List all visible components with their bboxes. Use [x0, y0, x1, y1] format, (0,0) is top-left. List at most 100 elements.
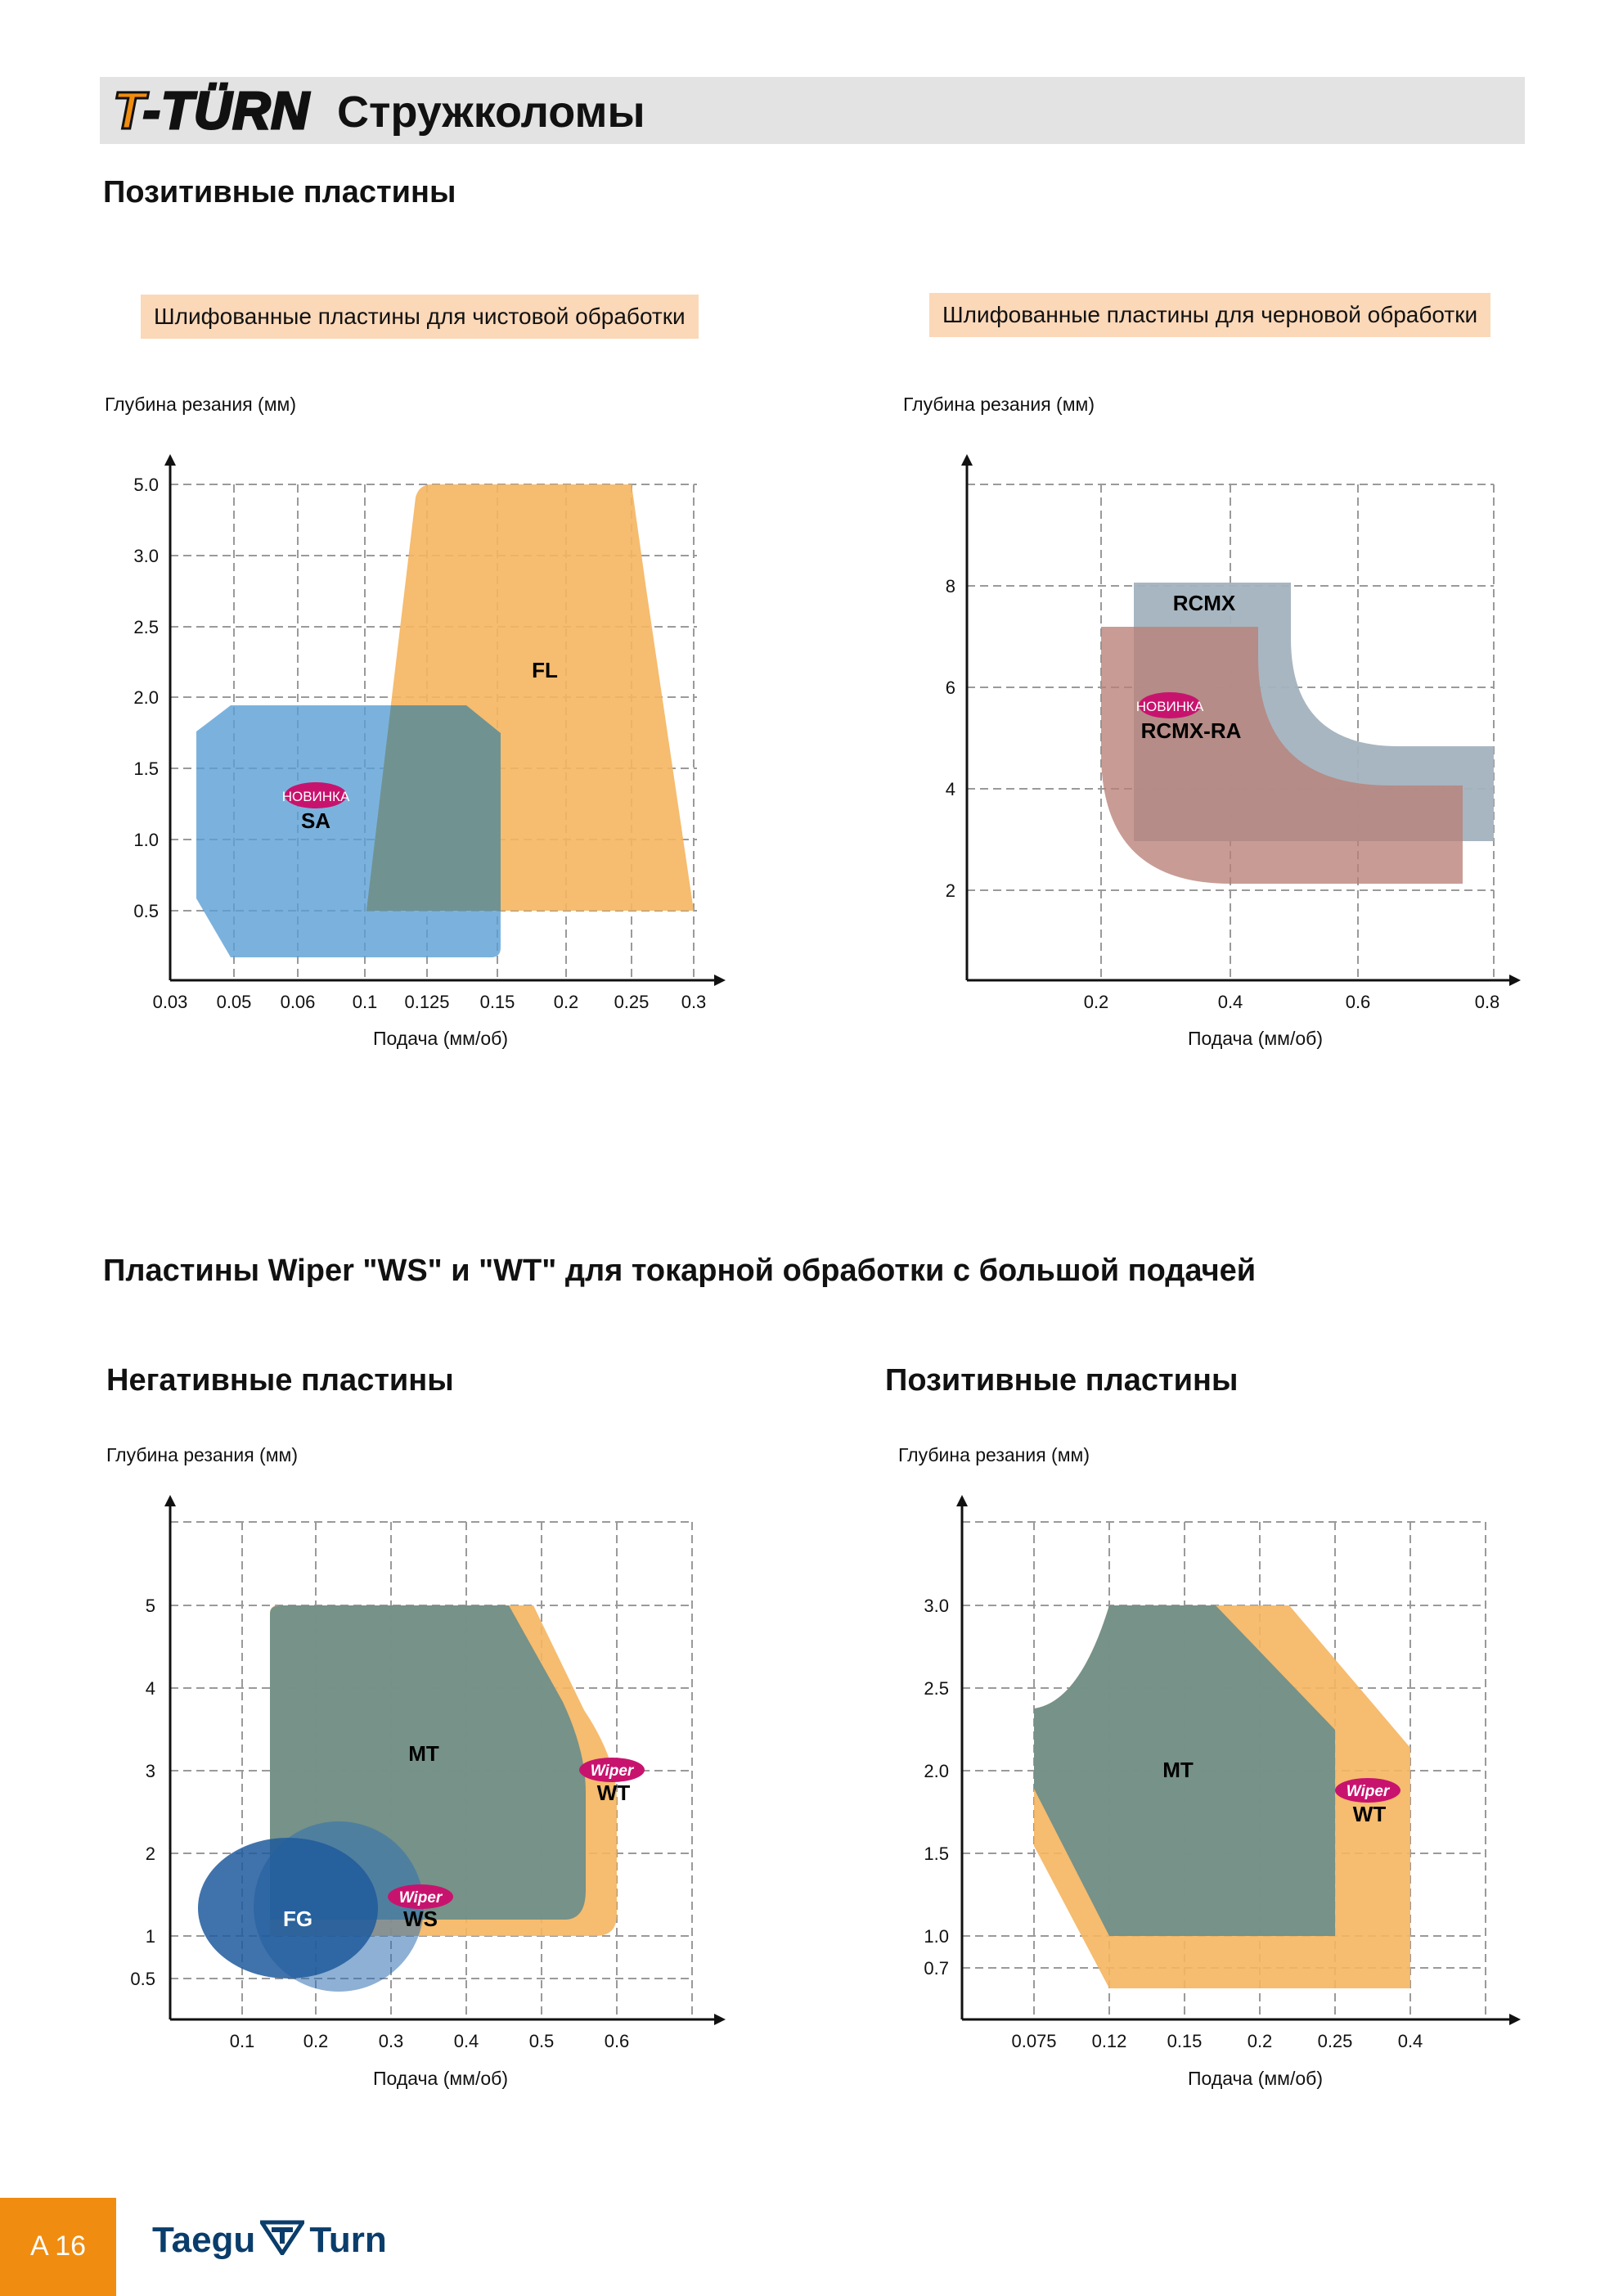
chart4-ytick: 2.0 — [924, 1761, 949, 1781]
page-number-tab — [0, 2198, 116, 2296]
chart2-y-ticks: 8 6 4 2 — [946, 576, 955, 901]
chart3-ytick: 5 — [146, 1596, 155, 1616]
chart1-xlabel: Подача (мм/об) — [373, 1028, 508, 1049]
chart3-xtick: 0.3 — [379, 2031, 404, 2051]
page-title: Стружколомы — [337, 88, 645, 137]
wiper-badge-text: Wiper — [399, 1889, 443, 1907]
chart4-y-ticks: 3.0 2.5 2.0 1.5 1.0 0.7 — [924, 1596, 949, 1979]
taegu-turn-logo: Taegu Turn — [152, 2219, 387, 2265]
chart3-label-mt: MT — [408, 1741, 439, 1766]
chart3-xtick: 0.1 — [230, 2031, 255, 2051]
tag-finishing: Шлифованные пластины для чистовой обрабо… — [141, 295, 699, 339]
chart1-xtick: 0.1 — [353, 992, 378, 1012]
chart1-xtick: 0.125 — [404, 992, 449, 1012]
chart2-ytick: 8 — [946, 576, 955, 597]
chart2-ytick: 2 — [946, 880, 955, 901]
chart1-xtick: 0.03 — [153, 992, 188, 1012]
chart1-label-sa: SA — [301, 808, 330, 833]
chart3-ytick: 3 — [146, 1761, 155, 1781]
chart1-badge-new: НОВИНКА — [282, 782, 350, 808]
chart2-ytick: 6 — [946, 678, 955, 698]
chart3-ytick: 1 — [146, 1926, 155, 1947]
chart1-xtick: 0.3 — [681, 992, 707, 1012]
chart2-ylabel: Глубина резания (мм) — [903, 394, 1095, 415]
new-badge-text: НОВИНКА — [1136, 699, 1204, 714]
chart3-label-fg: FG — [283, 1907, 312, 1931]
chart3-xtick: 0.4 — [454, 2031, 479, 2051]
taegu-t-mark-icon — [258, 2219, 307, 2265]
chart1-label-fl: FL — [532, 658, 558, 682]
chart1-ytick: 0.5 — [133, 901, 159, 921]
chart3-label-ws: WS — [403, 1907, 438, 1931]
chart4-ytick: 2.5 — [924, 1678, 949, 1699]
chart2-label-rcmx: RCMX — [1173, 591, 1236, 615]
chart2-area-rcmx-ra — [1101, 627, 1463, 884]
chart1-ytick: 2.0 — [133, 687, 159, 708]
chart4-ytick: 0.7 — [924, 1958, 949, 1979]
chart4-ylabel: Глубина резания (мм) — [898, 1444, 1090, 1465]
chart4-xlabel: Подача (мм/об) — [1188, 2068, 1323, 2089]
subtitle-positive: Позитивные пластины — [885, 1363, 1239, 1398]
chart4-xtick: 0.15 — [1167, 2031, 1203, 2051]
chart3-ytick: 2 — [146, 1844, 155, 1864]
chart2-label-rcmx-ra: RCMX-RA — [1141, 718, 1242, 743]
chart1-y-ticks: 5.0 3.0 2.5 2.0 1.5 1.0 0.5 — [133, 475, 159, 921]
chart1-xtick: 0.05 — [217, 992, 252, 1012]
chart2-ytick: 4 — [946, 779, 955, 799]
t-turn-logo: T-TÜRN — [112, 81, 311, 140]
chart2-x-ticks: 0.2 0.4 0.6 0.8 — [1084, 992, 1500, 1012]
section-title-positive: Позитивные пластины — [103, 175, 456, 209]
page-number: A 16 — [29, 2231, 87, 2262]
chart3-x-ticks: 0.1 0.2 0.3 0.4 0.5 0.6 — [230, 2031, 630, 2051]
chart3-ytick: 0.5 — [130, 1969, 155, 1989]
chart1-ytick: 1.5 — [133, 759, 159, 779]
chart3-xtick: 0.2 — [303, 2031, 329, 2051]
chart4-ytick: 1.0 — [924, 1926, 949, 1947]
chart4-ytick: 1.5 — [924, 1844, 949, 1864]
chart1-ytick: 2.5 — [133, 617, 159, 637]
wiper-badge-text: Wiper — [1347, 1783, 1391, 1800]
chart1-xtick: 0.2 — [554, 992, 579, 1012]
chart2-badge-new: НОВИНКА — [1136, 692, 1204, 718]
chart3-ylabel: Глубина резания (мм) — [106, 1444, 298, 1465]
chart4-label-wt: WT — [1353, 1802, 1387, 1826]
chart1-ylabel: Глубина резания (мм) — [105, 394, 296, 415]
chart2-xtick: 0.4 — [1218, 992, 1243, 1012]
chart4-area-mt — [1034, 1605, 1335, 1936]
chart4-xtick: 0.075 — [1011, 2031, 1056, 2051]
chart3-area-fg — [198, 1838, 378, 1979]
chart1-ytick: 1.0 — [133, 830, 159, 850]
tag-roughing: Шлифованные пластины для черновой обрабо… — [929, 293, 1491, 337]
chart3-wiper-badge-wt: Wiper — [579, 1758, 645, 1782]
chart1-xtick: 0.15 — [480, 992, 515, 1012]
chart4-x-ticks: 0.075 0.12 0.15 0.2 0.25 0.4 — [1011, 2031, 1423, 2051]
chart3-xlabel: Подача (мм/об) — [373, 2068, 508, 2089]
chart1-xtick: 0.25 — [614, 992, 650, 1012]
chart3-y-ticks: 5 4 3 2 1 0.5 — [130, 1596, 155, 1989]
chart3-ytick: 4 — [146, 1678, 155, 1699]
subtitle-negative: Негативные пластины — [106, 1363, 454, 1398]
chart3-xtick: 0.5 — [529, 2031, 555, 2051]
chart4-xtick: 0.2 — [1248, 2031, 1273, 2051]
chart4-xtick: 0.25 — [1318, 2031, 1353, 2051]
new-badge-text: НОВИНКА — [282, 789, 350, 804]
chart1-ytick: 3.0 — [133, 546, 159, 566]
chart1-x-ticks: 0.03 0.05 0.06 0.1 0.125 0.15 0.2 0.25 0… — [153, 992, 707, 1012]
chart4-ytick: 3.0 — [924, 1596, 949, 1616]
chart4-label-mt: MT — [1162, 1758, 1194, 1782]
chart2-xtick: 0.8 — [1475, 992, 1500, 1012]
chart3-wiper-badge-ws: Wiper — [388, 1884, 453, 1909]
chart4-xtick: 0.4 — [1398, 2031, 1423, 2051]
section-title-wiper: Пластины Wiper "WS" и "WT" для токарной … — [103, 1254, 1257, 1288]
chart4-xtick: 0.12 — [1092, 2031, 1127, 2051]
header-bar — [100, 77, 1525, 144]
chart1-ytick: 5.0 — [133, 475, 159, 495]
chart2-xtick: 0.2 — [1084, 992, 1109, 1012]
chart1-xtick: 0.06 — [281, 992, 316, 1012]
chart3-label-wt: WT — [597, 1781, 631, 1805]
wiper-badge-text: Wiper — [591, 1763, 635, 1780]
chart2-xlabel: Подача (мм/об) — [1188, 1028, 1323, 1049]
chart1-overlap — [366, 705, 501, 911]
chart2-xtick: 0.6 — [1346, 992, 1371, 1012]
